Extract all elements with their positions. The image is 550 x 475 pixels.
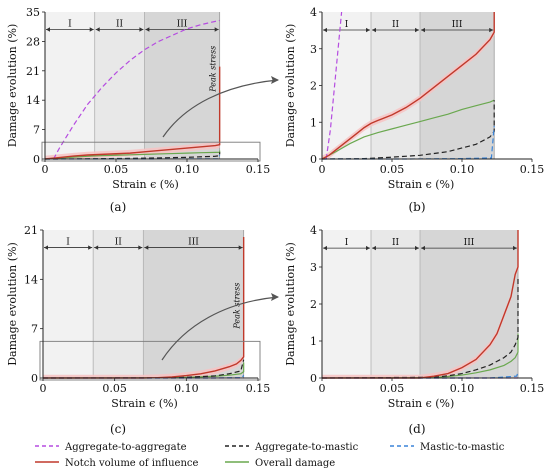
phase-label: II (392, 238, 400, 248)
phase-region-III (420, 12, 495, 159)
x-tick-label: 0 (40, 382, 47, 395)
phase-label: III (452, 20, 463, 30)
x-tick-label: 0 (42, 163, 49, 176)
y-tick-label: 3 (310, 261, 317, 274)
phase-region-I (43, 230, 94, 378)
phase-region-III (143, 230, 244, 378)
x-tick-label: 0 (319, 382, 326, 395)
x-tick-label: 0.05 (104, 163, 129, 176)
x-axis-label: Strain ϵ (%) (111, 397, 178, 410)
legend-label: Aggregate-to-mastic (254, 442, 359, 453)
y-tick-label: 0 (33, 153, 40, 166)
legend-label: Mastic-to-mastic (420, 442, 505, 453)
x-tick-label: 0.10 (450, 382, 475, 395)
y-tick-label: 7 (33, 124, 40, 137)
x-tick-label: 0.15 (246, 163, 271, 176)
legend: Aggregate-to-aggregate Aggregate-to-masti… (35, 442, 505, 469)
y-tick-label: 1 (310, 116, 317, 129)
x-tick-label: 0.15 (520, 382, 545, 395)
phase-region-II (371, 230, 420, 378)
phase-label: I (345, 20, 349, 30)
y-tick-label: 35 (26, 6, 40, 19)
x-tick-label: 0.15 (246, 382, 271, 395)
y-tick-label: 21 (24, 224, 38, 237)
zoom-arrow (161, 296, 279, 361)
y-tick-label: 28 (26, 35, 40, 48)
arrowhead (271, 76, 279, 84)
notch-influence-band (45, 63, 220, 160)
y-axis-label: Damage evolution (%) (6, 24, 19, 148)
phase-label: II (392, 20, 400, 30)
y-tick-label: 0 (310, 153, 317, 166)
y-axis-label: Damage evolution (%) (284, 242, 297, 366)
zoom-arrow (162, 79, 279, 138)
y-tick-label: 0 (310, 372, 317, 385)
x-tick-label: 0.05 (380, 163, 405, 176)
x-axis-label: Strain ϵ (%) (112, 178, 179, 191)
phase-region-III (420, 230, 518, 378)
x-tick-label: 0.10 (450, 163, 475, 176)
legend-label: Aggregate-to-aggregate (64, 442, 187, 453)
y-tick-label: 21 (26, 65, 40, 78)
phase-label: III (188, 238, 199, 248)
zoom-box (39, 340, 261, 381)
arrowhead (271, 293, 279, 301)
phase-region-III (144, 12, 220, 159)
legend-label: Notch volume of influence (65, 458, 199, 469)
peak-stress-label: Peak stress (208, 46, 217, 93)
phase-region-II (93, 230, 144, 378)
phase-region-II (94, 12, 145, 159)
series-line-overall (321, 99, 495, 160)
x-tick-label: 0.10 (174, 382, 199, 395)
y-tick-label: 4 (310, 224, 317, 237)
phase-label: I (68, 20, 72, 30)
y-axis-label: Damage evolution (%) (284, 24, 297, 148)
y-tick-label: 4 (310, 6, 317, 19)
peak-stress-label: Peak stress (232, 283, 241, 330)
phase-label: I (66, 238, 70, 248)
phase-region-I (45, 12, 95, 159)
phase-region-I (322, 230, 371, 378)
legend-label: Overall damage (255, 458, 335, 469)
y-tick-label: 3 (310, 43, 317, 56)
phase-label: III (177, 20, 188, 30)
y-axis-label: Damage evolution (%) (6, 242, 19, 366)
zoom-box (41, 141, 261, 162)
y-tick-label: 14 (26, 94, 40, 107)
y-tick-label: 2 (310, 298, 317, 311)
x-tick-label: 0 (319, 163, 326, 176)
panel-label: (b) (408, 200, 425, 214)
phase-label: II (115, 238, 123, 248)
notch-influence-band (322, 12, 495, 159)
series-line-aggregate-to-mastic (321, 100, 495, 160)
x-tick-label: 0.10 (175, 163, 200, 176)
panel-label: (d) (408, 422, 425, 436)
panel-label: (c) (110, 422, 126, 436)
phase-region-II (371, 12, 420, 159)
x-axis-label: Strain ϵ (%) (388, 397, 455, 410)
y-tick-label: 0 (31, 372, 38, 385)
x-tick-label: 0.05 (380, 382, 405, 395)
x-tick-label: 0.05 (102, 382, 127, 395)
y-tick-label: 1 (310, 335, 317, 348)
x-tick-label: 0.15 (520, 163, 545, 176)
phase-label: I (345, 238, 349, 248)
phase-label: III (464, 238, 475, 248)
y-tick-label: 2 (310, 80, 317, 93)
phase-label: II (116, 20, 124, 30)
y-tick-label: 7 (31, 323, 38, 336)
panel-label: (a) (110, 200, 127, 214)
y-tick-label: 14 (24, 273, 38, 286)
x-axis-label: Strain ϵ (%) (388, 178, 455, 191)
